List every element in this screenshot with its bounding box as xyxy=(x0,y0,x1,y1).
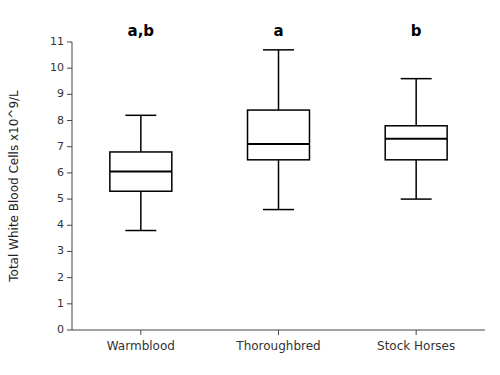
upper-cap xyxy=(125,115,156,117)
upper-cap xyxy=(263,49,294,51)
chart: 0 1 2 3 4 5 6 7 8 9 10 11 Total White Blood Cells x1… xyxy=(0,0,500,375)
y-tick xyxy=(67,172,72,173)
upper-whisker xyxy=(278,50,280,110)
y-tick-label: 1 xyxy=(57,297,64,310)
y-tick-label: 3 xyxy=(57,244,64,257)
y-tick xyxy=(67,277,72,278)
boxes xyxy=(110,50,447,231)
y-tick-label: 2 xyxy=(57,271,64,284)
x-tick-label: Stock Horses xyxy=(377,339,455,353)
lower-cap xyxy=(401,198,432,200)
y-axis: 0 1 2 3 4 5 6 7 8 9 10 11 xyxy=(50,35,72,336)
x-tick-label: Thoroughbred xyxy=(235,339,320,353)
median xyxy=(385,138,447,140)
y-tick-label: 10 xyxy=(50,61,64,74)
significance-label: a,b xyxy=(128,22,155,40)
box xyxy=(248,110,310,160)
x-tick-label: Warmblood xyxy=(107,339,175,353)
x-axis: Warmblood Thoroughbred Stock Horses xyxy=(72,330,485,353)
lower-whisker xyxy=(140,191,142,230)
x-tick xyxy=(140,330,141,335)
y-tick-label: 8 xyxy=(57,114,64,127)
y-tick-label: 11 xyxy=(50,35,64,48)
median xyxy=(248,143,310,145)
significance-label: b xyxy=(411,22,422,40)
y-tick xyxy=(67,251,72,252)
y-tick xyxy=(67,94,72,95)
upper-whisker xyxy=(140,115,142,152)
significance-label: a xyxy=(273,22,283,40)
y-tick-label: 6 xyxy=(57,166,64,179)
box-group xyxy=(385,79,447,199)
upper-whisker xyxy=(415,79,417,126)
y-axis-line xyxy=(72,42,73,330)
y-tick xyxy=(67,120,72,121)
upper-cap xyxy=(401,78,432,80)
box-group xyxy=(248,50,310,210)
lower-whisker xyxy=(415,160,417,199)
y-tick-label: 7 xyxy=(57,140,64,153)
box xyxy=(110,152,172,191)
y-tick xyxy=(67,68,72,69)
y-tick-label: 0 xyxy=(57,323,64,336)
y-tick xyxy=(67,42,72,43)
y-tick-label: 5 xyxy=(57,192,64,205)
y-tick-label: 4 xyxy=(57,218,64,231)
box-group xyxy=(110,115,172,230)
x-tick xyxy=(416,330,417,335)
y-tick xyxy=(67,225,72,226)
lower-whisker xyxy=(278,160,280,210)
lower-cap xyxy=(263,209,294,211)
y-tick xyxy=(67,199,72,200)
median xyxy=(110,171,172,173)
y-tick xyxy=(67,303,72,304)
y-axis-label: Total White Blood Cells x10^9/L xyxy=(7,90,21,283)
y-tick-label: 9 xyxy=(57,87,64,100)
lower-cap xyxy=(125,230,156,232)
x-tick xyxy=(278,330,279,335)
box xyxy=(385,126,447,160)
y-tick xyxy=(67,330,72,331)
y-tick xyxy=(67,146,72,147)
